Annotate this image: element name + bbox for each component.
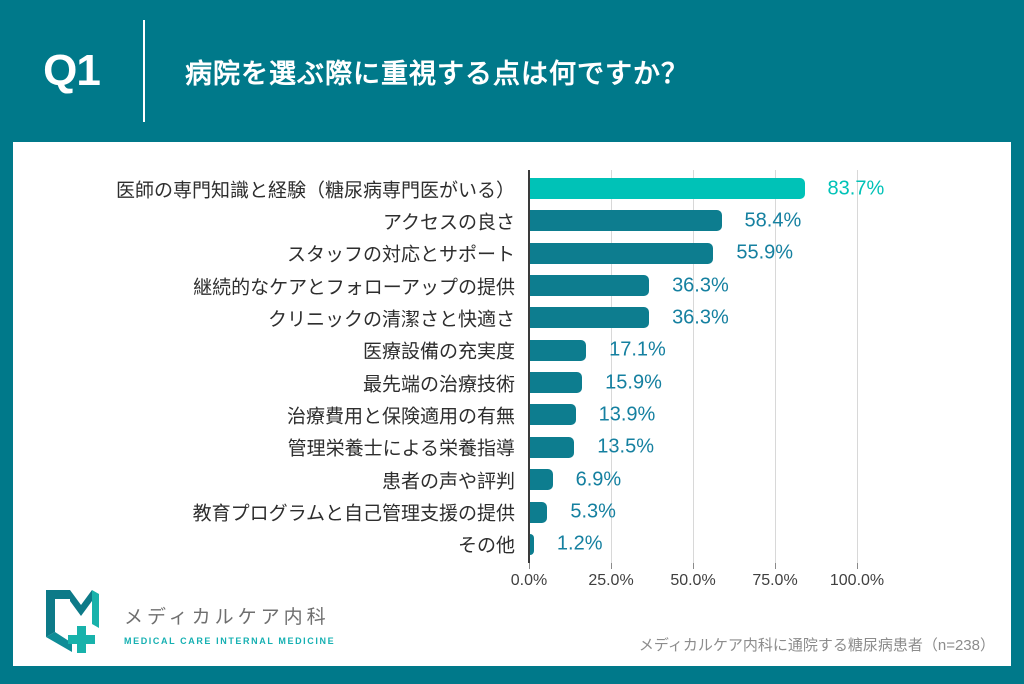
x-tick-label: 50.0% — [670, 572, 716, 589]
bar — [530, 339, 587, 361]
category-label: 教育プログラムと自己管理支援の提供 — [192, 503, 515, 525]
bar — [530, 501, 548, 523]
bar — [530, 275, 650, 297]
value-label: 13.5% — [597, 435, 654, 458]
axis-tick — [529, 563, 530, 569]
value-label: 36.3% — [672, 274, 729, 297]
axis-tick — [857, 563, 858, 569]
category-label: 医師の専門知識と経験（糖尿病専門医がいる） — [115, 180, 515, 201]
bar — [530, 242, 714, 264]
logo: メディカルケア内科 MEDICAL CARE INTERNAL MEDICINE — [38, 588, 335, 654]
medical-care-logo-icon — [46, 590, 99, 653]
category-label: 患者の声や評判 — [381, 471, 515, 493]
axis-tick — [693, 563, 694, 569]
header: Q1 病院を選ぶ際に重視する点は何ですか？ — [0, 0, 1024, 142]
axis-tick — [775, 563, 776, 569]
value-label: 6.9% — [575, 468, 622, 491]
x-tick-label: 100.0% — [829, 572, 885, 589]
axis-tick — [611, 563, 612, 569]
category-label: 治療費用と保険適用の有無 — [286, 406, 515, 428]
bar — [530, 307, 650, 329]
gridline — [693, 170, 694, 563]
logo-text: メディカルケア内科 MEDICAL CARE INTERNAL MEDICINE — [124, 588, 335, 654]
category-label: スタッフの対応とサポート — [286, 244, 515, 266]
logo-name-en: MEDICAL CARE INTERNAL MEDICINE — [124, 636, 336, 646]
value-label: 58.4% — [744, 209, 802, 232]
value-label: 15.9% — [605, 371, 662, 394]
value-label: 36.3% — [672, 306, 729, 329]
value-label: 17.1% — [609, 338, 666, 361]
header-divider — [143, 20, 145, 122]
value-label: 5.3% — [570, 500, 616, 523]
category-label: その他 — [457, 535, 515, 557]
value-label: 83.7% — [827, 177, 885, 199]
value-label: 1.2% — [556, 532, 603, 555]
category-label: 医療設備の充実度 — [362, 341, 515, 363]
bar — [530, 533, 534, 555]
x-tick-label: 75.0% — [752, 572, 798, 589]
x-tick-label: 25.0% — [588, 572, 634, 589]
bar — [530, 436, 575, 458]
value-label: 13.9% — [598, 403, 656, 426]
bar — [530, 372, 583, 394]
category-label: アクセスの良さ — [382, 212, 515, 234]
bar — [530, 469, 553, 491]
page-title: 病院を選ぶ際に重視する点は何ですか？ — [185, 58, 689, 89]
x-axis-line — [528, 170, 530, 563]
gridline — [857, 170, 858, 563]
category-label: 管理栄養士による栄養指導 — [287, 438, 515, 460]
question-number: Q1 — [43, 46, 101, 95]
gridline — [775, 170, 776, 563]
category-label: 最先端の治療技術 — [362, 374, 515, 396]
logo-name-jp: メディカルケア内科 — [124, 607, 330, 628]
bar — [530, 210, 722, 232]
category-label: 継続的なケアとフォローアップの提供 — [193, 277, 515, 299]
source-note: メディカルケア内科に通院する糖尿病患者（n=238） — [638, 637, 995, 654]
value-label: 55.9% — [736, 241, 794, 264]
gridline — [611, 170, 612, 563]
category-label: クリニックの清潔さと快適さ — [267, 309, 515, 331]
bar-chart: 0.0% 25.0% 50.0% 75.0% 100.0% 医師の専門知識と経験（糖尿病専… — [13, 142, 1011, 666]
x-tick-label: 0.0% — [510, 572, 548, 589]
bar — [530, 404, 576, 426]
chart-card: 0.0% 25.0% 50.0% 75.0% 100.0% 医師の専門知識と経験（糖尿病専… — [13, 142, 1011, 666]
bar — [530, 178, 805, 199]
